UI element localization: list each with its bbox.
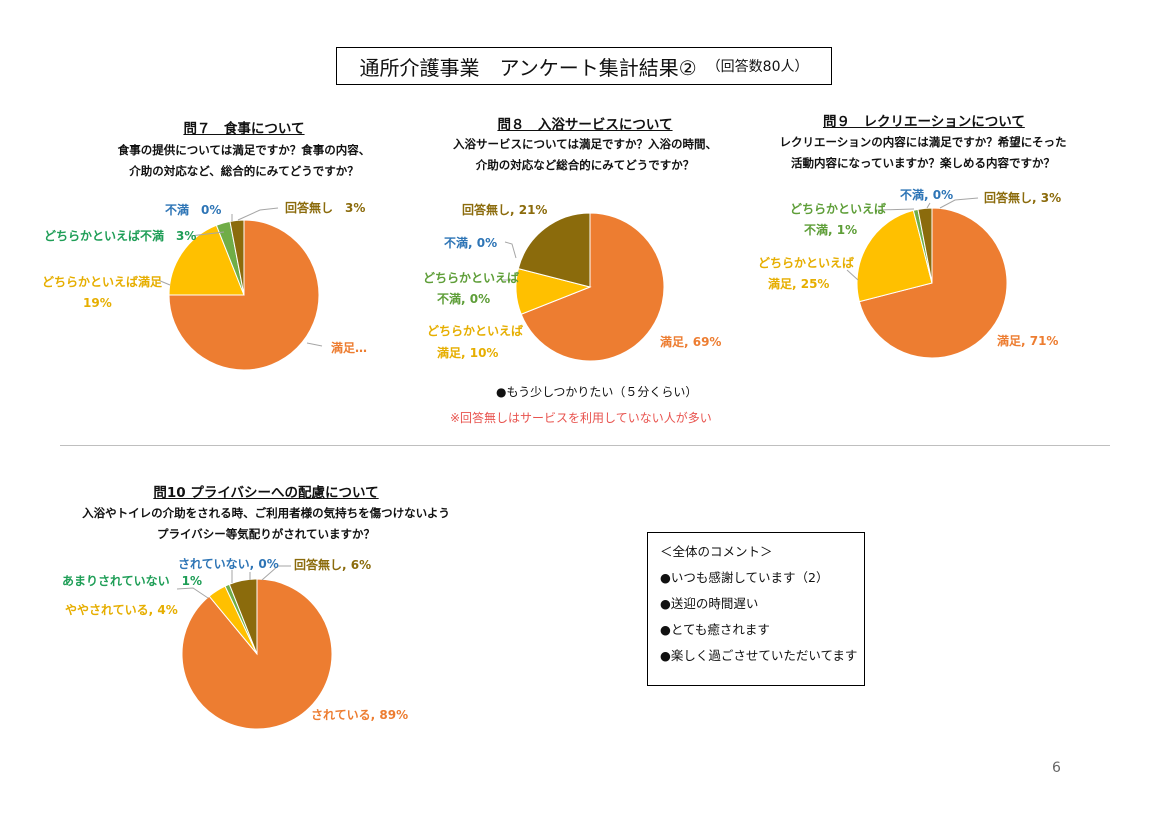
q8-label-somewhat-dissatisfied-2: 不満, 0% <box>437 292 491 306</box>
q9-label-dissatisfied: 不満, 0% <box>900 188 954 202</box>
q10-title: 問10 プライバシーへの配慮について <box>153 485 379 501</box>
q7-question-line: 介助の対応など、総合的にみてどうですか？ <box>129 164 359 178</box>
q9-label-somewhat-dissatisfied-2: 不満, 1% <box>804 223 858 237</box>
q7-leader-line <box>306 342 323 347</box>
q8-label-satisfied: 満足, 69% <box>660 335 722 349</box>
q8-label-dissatisfied: 不満, 0% <box>444 236 498 250</box>
q8-label-somewhat-satisfied-1: どちらかといえば <box>427 324 524 338</box>
section-divider <box>60 445 1110 446</box>
q7-label-dissatisfied: 不満 0% <box>165 203 222 217</box>
q7-label-somewhat-satisfied-pct: 19% <box>83 296 112 310</box>
q9-question-line: 活動内容になっていますか？楽しめる内容ですか？ <box>791 156 1055 170</box>
pie-slice-5 <box>229 219 245 296</box>
q10-label-no-answer: 回答無し, 6% <box>294 558 372 572</box>
comment-item: ●とても癒されます <box>660 622 770 637</box>
q9-leader-line <box>846 269 859 281</box>
q9-title: 問９ レクリエーションについて <box>823 114 1025 130</box>
q7-leader-line <box>157 279 171 286</box>
q9-question: レクリエーションの内容には満足ですか？希望にそった 活動内容になっていますか？楽… <box>773 132 1073 174</box>
page-subtitle: （回答数80人） <box>706 59 809 75</box>
pie-slice-2 <box>168 224 245 296</box>
q9-label-somewhat-satisfied-2: 満足, 25% <box>768 277 830 291</box>
q9-leader-line <box>877 208 915 211</box>
q10-label-not-much: あまりされていない 1% <box>62 574 203 588</box>
pie-slice-1 <box>168 219 320 371</box>
q9-leader-line <box>939 197 979 209</box>
q9-label-satisfied: 満足, 71% <box>997 334 1059 348</box>
q8-question-line: 入浴サービスについては満足ですか？入浴の時間、 <box>453 137 717 151</box>
q7-label-satisfied: 満足… <box>331 341 368 355</box>
q7-question-line: 食事の提供については満足ですか？食事の内容、 <box>117 143 371 157</box>
q10-question: 入浴やトイレの介助をされる時、ご利用者様の気持ちを傷つけないよう プライバシー等… <box>66 503 466 545</box>
q7-leader-line <box>237 207 279 221</box>
pie-slice-1 <box>520 212 665 362</box>
q8-title: 問８ 入浴サービスについて <box>497 117 673 133</box>
q10-leader-line <box>176 587 209 599</box>
q9-label-somewhat-dissatisfied-1: どちらかといえば <box>790 202 887 216</box>
comment-item: ●いつも感謝しています（2） <box>660 570 829 585</box>
page-title-box: 通所介護事業 アンケート集計結果② （回答数80人） <box>336 47 832 85</box>
q8-label-somewhat-dissatisfied-1: どちらかといえば <box>423 271 520 285</box>
q8-label-no-answer: 回答無し, 21% <box>462 203 548 217</box>
q8-no-answer-note: ※回答無しはサービスを利用していない人が多い <box>450 411 712 425</box>
q7-leader-line <box>189 231 225 237</box>
q10-leader-line <box>261 565 291 581</box>
q10-question-line: 入浴やトイレの介助をされる時、ご利用者様の気持ちを傷つけないよう <box>82 506 450 520</box>
pie-slice-5 <box>917 207 933 284</box>
q7-question: 食事の提供については満足ですか？食事の内容、 介助の対応など、総合的にみてどうで… <box>92 140 396 182</box>
q7-label-no-answer: 回答無し 3% <box>285 201 366 215</box>
q8-leader-line <box>504 241 517 259</box>
q10-label-no: されていない, 0% <box>178 557 279 571</box>
comment-box-title: ＜全体のコメント＞ <box>660 544 773 559</box>
q8-label-somewhat-satisfied-2: 満足, 10% <box>437 346 499 360</box>
comment-item: ●楽しく過ごさせていただいてます <box>660 648 858 663</box>
q8-question-line: 介助の対応など総合的にみてどうですか？ <box>475 158 695 172</box>
q7-title: 問７ 食事について <box>183 121 305 137</box>
pie-slice-5 <box>228 578 258 655</box>
pie-slice-1 <box>858 207 1008 359</box>
q9-label-no-answer: 回答無し, 3% <box>984 191 1062 205</box>
comment-item: ●送迎の時間遅い <box>660 596 759 611</box>
page-number: 6 <box>1052 760 1061 776</box>
q10-label-yes: されている, 89% <box>311 708 409 722</box>
q7-label-somewhat-satisfied: どちらかといえば満足 <box>42 275 163 289</box>
q8-comment-note: ●もう少しつかりたい（５分くらい） <box>496 385 698 399</box>
pie-slice-5 <box>517 212 591 288</box>
q9-label-somewhat-satisfied-1: どちらかといえば <box>758 256 855 270</box>
q10-question-line: プライバシー等気配りがされていますか？ <box>157 527 375 541</box>
q9-question-line: レクリエーションの内容には満足ですか？希望にそった <box>779 135 1067 149</box>
q9-leader-line <box>926 202 931 209</box>
q7-label-somewhat-dissatisfied: どちらかといえば不満 3% <box>44 229 197 243</box>
overall-comment-box: ＜全体のコメント＞ ●いつも感謝しています（2） ●送迎の時間遅い ●とても癒さ… <box>647 532 865 686</box>
pie-slice-2 <box>856 209 933 303</box>
q8-question: 入浴サービスについては満足ですか？入浴の時間、 介助の対応など総合的にみてどうで… <box>435 134 735 176</box>
page-title: 通所介護事業 アンケート集計結果② <box>359 55 697 80</box>
q10-label-somewhat: ややされている, 4% <box>65 603 178 617</box>
